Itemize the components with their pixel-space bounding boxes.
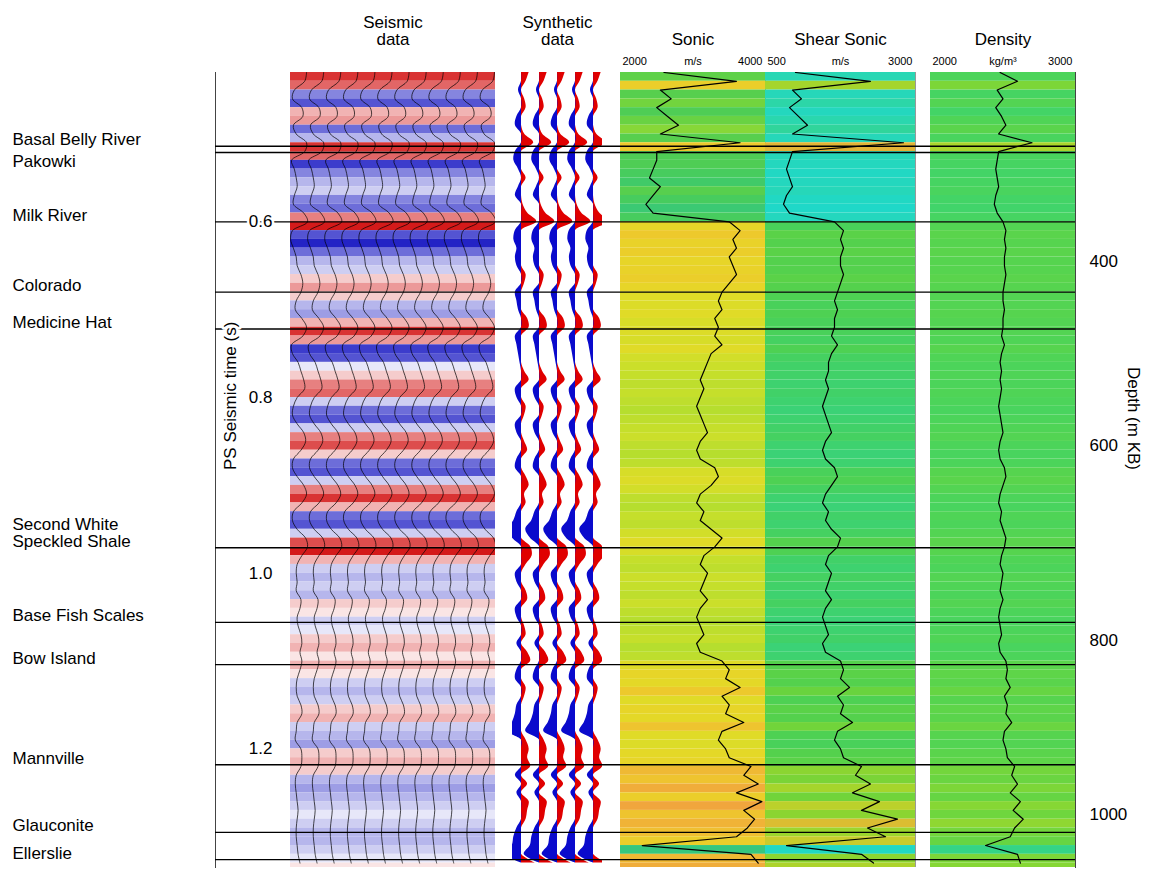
svg-text:Pakowki: Pakowki [13,152,76,171]
svg-text:Density: Density [975,30,1032,49]
svg-text:0.8: 0.8 [249,388,273,407]
svg-text:Shear Sonic: Shear Sonic [794,30,887,49]
svg-text:PS Seismic time (s): PS Seismic time (s) [221,322,240,470]
svg-text:Sonic: Sonic [672,30,715,49]
svg-text:Second WhiteSpeckled Shale: Second WhiteSpeckled Shale [13,515,131,551]
svg-text:4000: 4000 [738,55,762,67]
svg-text:m/s: m/s [832,55,850,67]
svg-text:m/s: m/s [684,55,702,67]
svg-text:Basal Belly River: Basal Belly River [13,130,142,149]
svg-text:1.0: 1.0 [249,564,273,583]
svg-text:Colorado: Colorado [13,276,82,295]
svg-text:Milk River: Milk River [13,206,88,225]
svg-text:0.6: 0.6 [249,212,273,231]
svg-text:Depth (m KB): Depth (m KB) [1124,367,1143,470]
svg-text:1.2: 1.2 [249,739,273,758]
svg-text:800: 800 [1090,631,1118,650]
svg-text:Syntheticdata: Syntheticdata [523,13,593,49]
svg-text:400: 400 [1090,252,1118,271]
svg-text:500: 500 [768,55,786,67]
svg-text:600: 600 [1090,436,1118,455]
svg-text:Ellerslie: Ellerslie [13,844,73,863]
svg-text:Bow Island: Bow Island [13,649,96,668]
svg-text:3000: 3000 [1048,55,1072,67]
svg-text:kg/m³: kg/m³ [989,55,1017,67]
svg-text:Medicine Hat: Medicine Hat [13,313,112,332]
svg-text:Seismicdata: Seismicdata [363,13,423,49]
svg-text:Mannville: Mannville [13,749,85,768]
svg-text:Glauconite: Glauconite [13,816,94,835]
svg-text:1000: 1000 [1090,805,1128,824]
svg-text:2000: 2000 [933,55,957,67]
svg-text:3000: 3000 [888,55,912,67]
svg-text:2000: 2000 [623,55,647,67]
svg-text:Base Fish Scales: Base Fish Scales [13,606,144,625]
